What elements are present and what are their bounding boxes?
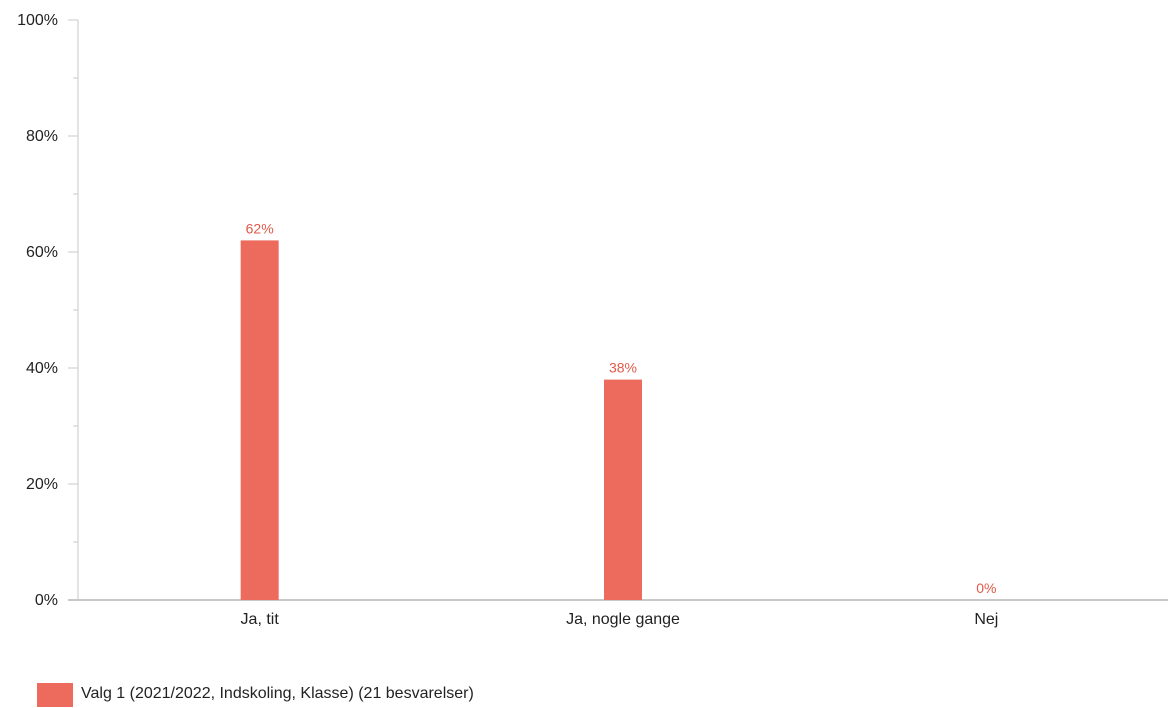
bars [240,240,642,600]
bar-labels: 62% 38% 0% [246,220,997,596]
y-tick-label: 80% [26,128,58,145]
bar-value-label: 62% [246,220,274,236]
legend-swatch [37,683,73,707]
bar-value-label: 38% [609,360,637,376]
bar [604,379,642,600]
x-tick-label: Ja, tit [241,611,280,628]
x-tick-labels: Ja, tit Ja, nogle gange Nej [241,611,999,628]
bar-chart: 0% 20% 40% 60% 80% 100% 62% 38% 0% Ja, tit Ja, n… [17,12,1168,628]
x-tick-label: Ja, nogle gange [566,611,680,628]
x-tick-label: Nej [974,611,998,628]
legend-label: Valg 1 (2021/2022, Indskoling, Klasse) (… [81,685,474,702]
bar-value-label: 0% [976,580,996,596]
y-tick-label: 60% [26,244,58,261]
y-axis: 0% 20% 40% 60% 80% 100% [17,12,79,609]
y-tick-label: 100% [17,12,58,29]
y-tick-label: 20% [26,476,58,493]
bar [240,240,279,600]
y-tick-label: 40% [26,360,58,377]
legend: Valg 1 (2021/2022, Indskoling, Klasse) (… [37,683,474,707]
y-tick-label: 0% [35,592,58,609]
